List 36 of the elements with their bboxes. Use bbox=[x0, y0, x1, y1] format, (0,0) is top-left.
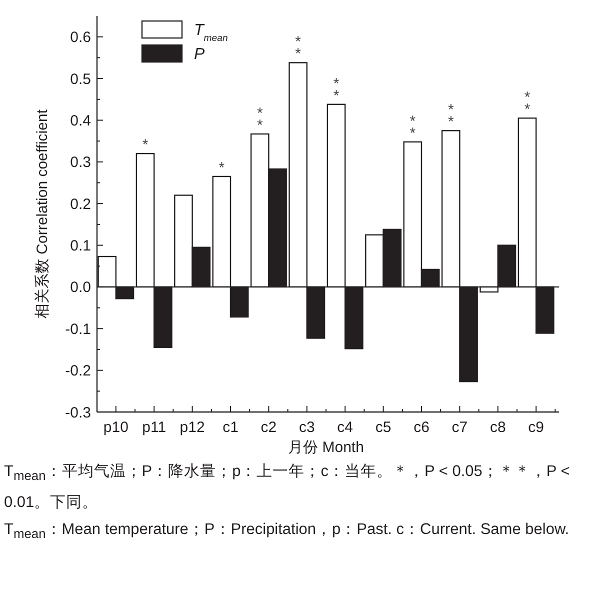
annotation: * bbox=[218, 159, 225, 176]
annotation: * bbox=[142, 136, 148, 154]
y-axis-title: 相关系数 Correlation coefficient bbox=[34, 108, 51, 318]
x-tick-label: c2 bbox=[260, 419, 277, 436]
y-tick-label: 0.2 bbox=[70, 196, 91, 213]
x-tick-label: c9 bbox=[528, 419, 544, 436]
annotation: ** bbox=[333, 75, 340, 104]
x-tick-label: c6 bbox=[414, 419, 430, 436]
y-tick-label: 0.1 bbox=[70, 238, 91, 255]
annotation: ** bbox=[256, 104, 263, 134]
x-tick-label: c4 bbox=[337, 419, 354, 436]
x-tick-label: c1 bbox=[222, 419, 238, 436]
x-tick-label: c3 bbox=[298, 419, 315, 436]
annotation: ** bbox=[295, 34, 302, 63]
annotation: ** bbox=[410, 112, 416, 142]
x-tick-label: p10 bbox=[103, 419, 128, 436]
y-tick-label: -0.2 bbox=[65, 362, 91, 380]
x-tick-label: p12 bbox=[180, 419, 205, 436]
x-tick-label: c7 bbox=[452, 419, 468, 436]
y-tick-label: 0.3 bbox=[70, 154, 91, 172]
y-tick-label: -0.1 bbox=[65, 320, 91, 338]
y-tick-label: 0.0 bbox=[70, 279, 91, 296]
text: T$_{mean}$：平均气温；P：降水量；p：上一年；c：当年。＊，P < 0.05；＊＊，P < 0.01。下同。 bbox=[4, 462, 571, 514]
annotation: ** bbox=[448, 102, 454, 131]
legend-label: T$_{mean}$ bbox=[194, 22, 228, 44]
text: T$_{mean}$：Mean temperature；P：Precipitation，p：Past. c：Current. Same below. bbox=[4, 520, 570, 544]
legend-label: P bbox=[194, 46, 205, 63]
x-tick-label: c8 bbox=[490, 419, 506, 436]
x-axis-title: 月份 Month bbox=[288, 439, 364, 456]
y-tick-label: 0.4 bbox=[70, 112, 91, 130]
annotation: * * bbox=[524, 89, 530, 118]
x-tick-label: c5 bbox=[375, 419, 392, 436]
y-tick-label: -0.3 bbox=[65, 404, 91, 422]
y-tick-label: 0.5 bbox=[70, 70, 91, 88]
y-tick-label: 0.6 bbox=[70, 29, 91, 46]
x-tick-label: p11 bbox=[142, 419, 166, 436]
